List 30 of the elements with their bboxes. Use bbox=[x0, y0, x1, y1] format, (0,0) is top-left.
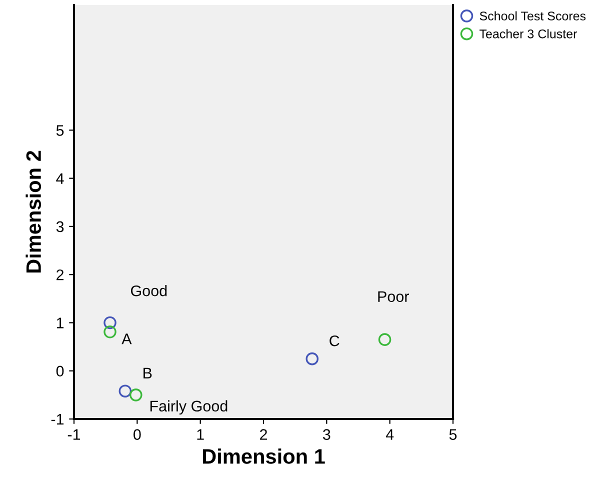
annotation: C bbox=[330, 335, 340, 346]
y-tick-label: 4 bbox=[56, 173, 64, 184]
y-tick-label: 0 bbox=[56, 366, 64, 377]
y-tick-label: 3 bbox=[56, 221, 64, 232]
x-tick-label: 0 bbox=[134, 429, 141, 440]
annotation: Poor bbox=[378, 291, 409, 302]
annotation: Good bbox=[130, 285, 167, 296]
x-tick-label: 1 bbox=[197, 429, 204, 440]
point bbox=[130, 388, 142, 402]
y-tick-label: 5 bbox=[56, 125, 64, 136]
x-tick-label: 3 bbox=[323, 429, 330, 440]
x-tick-label: -1 bbox=[68, 429, 80, 440]
annotation: B bbox=[144, 368, 152, 378]
y-axis-title: Dimension 2 bbox=[26, 150, 42, 273]
point bbox=[306, 352, 319, 366]
y-tick-label: -1 bbox=[51, 414, 64, 425]
x-tick-label: 5 bbox=[449, 429, 457, 440]
x-axis-title: Dimension 1 bbox=[202, 448, 325, 464]
legend-label: Teacher 3 Cluster bbox=[480, 29, 577, 38]
legend-label: School Test Scores bbox=[480, 11, 586, 20]
point bbox=[104, 316, 116, 330]
x-tick-label: 2 bbox=[260, 429, 267, 440]
point bbox=[378, 333, 392, 346]
annotation: A bbox=[122, 334, 132, 344]
x-tick-label: 4 bbox=[386, 429, 394, 440]
point bbox=[118, 384, 132, 398]
y-tick-label: 1 bbox=[56, 318, 64, 328]
point bbox=[104, 325, 116, 338]
annotation: Fairly Good bbox=[150, 400, 228, 415]
y-tick-label: 2 bbox=[56, 269, 64, 280]
